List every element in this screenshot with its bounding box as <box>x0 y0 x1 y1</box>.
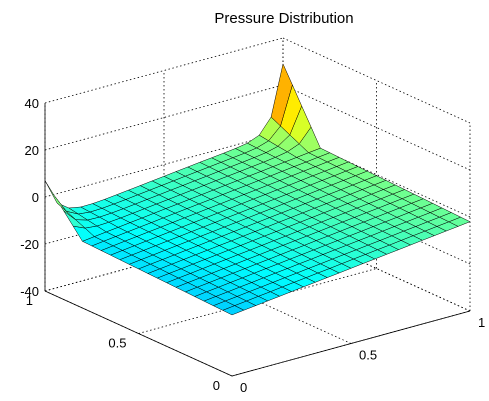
x-axis-line <box>231 310 471 377</box>
surface-mesh <box>44 63 471 316</box>
y-tick-label: 0 <box>213 378 220 393</box>
x-tick-label: 0.5 <box>359 348 377 363</box>
z-tick-label: -40 <box>20 284 39 299</box>
grid-line-z <box>44 131 284 198</box>
x-tick-label: 1 <box>478 315 485 330</box>
y-axis-line <box>44 290 233 377</box>
z-tick-label: -20 <box>20 237 39 252</box>
grid-line-y <box>44 225 284 292</box>
z-tick-label: 20 <box>25 143 39 158</box>
grid-line-y <box>138 268 377 334</box>
grid-line-z <box>44 37 284 104</box>
x-tick-label: 0 <box>240 380 247 395</box>
grid-line-z <box>44 84 284 151</box>
z-tick-label: 40 <box>25 96 39 111</box>
y-tick-label: 1 <box>26 293 33 308</box>
z-tick-label: 0 <box>32 190 39 205</box>
surface-cell <box>44 180 67 212</box>
axis-ticks: -40 -20 0 20 40 0 0.5 1 0 0.5 1 <box>20 96 485 395</box>
y-tick-label: 0.5 <box>108 336 126 351</box>
chart-title: Pressure Distribution <box>214 10 353 27</box>
